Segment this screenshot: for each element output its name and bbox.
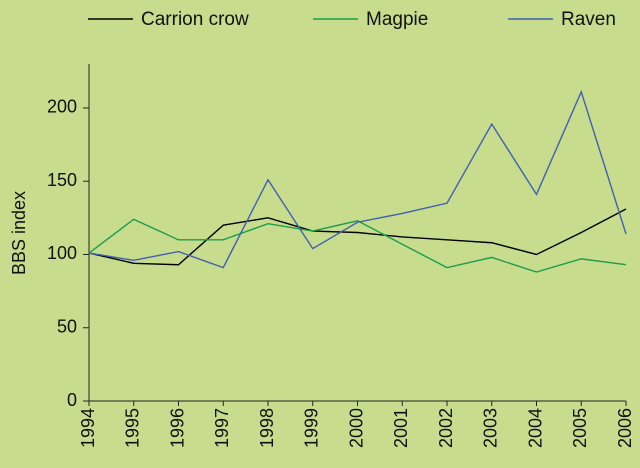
- x-tick-label: 2003: [481, 408, 501, 448]
- y-tick-label: 100: [47, 243, 77, 263]
- legend-label: Raven: [561, 9, 616, 30]
- x-tick-label: 2006: [615, 408, 635, 448]
- y-tick-label: 200: [47, 97, 77, 117]
- x-tick-label: 2001: [391, 408, 411, 448]
- legend-label: Magpie: [366, 9, 428, 30]
- x-tick-label: 2002: [436, 408, 456, 448]
- series-line: [88, 89, 627, 269]
- y-tick-label: 50: [57, 316, 77, 336]
- y-tick-label: 150: [47, 170, 77, 190]
- x-tick-label: 2005: [570, 408, 590, 448]
- x-tick-label: 1995: [123, 408, 143, 448]
- series-line: [88, 208, 627, 266]
- x-tick-label: 2004: [525, 408, 545, 448]
- x-tick-label: 1996: [167, 408, 187, 448]
- series-line: [88, 218, 627, 273]
- x-tick-label: 1994: [78, 408, 98, 448]
- x-tick-label: 1999: [302, 408, 322, 448]
- y-axis-label: BBS index: [9, 191, 29, 275]
- legend-label: Carrion crow: [141, 9, 249, 30]
- y-tick-label: 0: [67, 390, 77, 410]
- x-tick-label: 1997: [212, 408, 232, 448]
- x-tick-label: 1998: [257, 408, 277, 448]
- x-tick-label: 2000: [346, 408, 366, 448]
